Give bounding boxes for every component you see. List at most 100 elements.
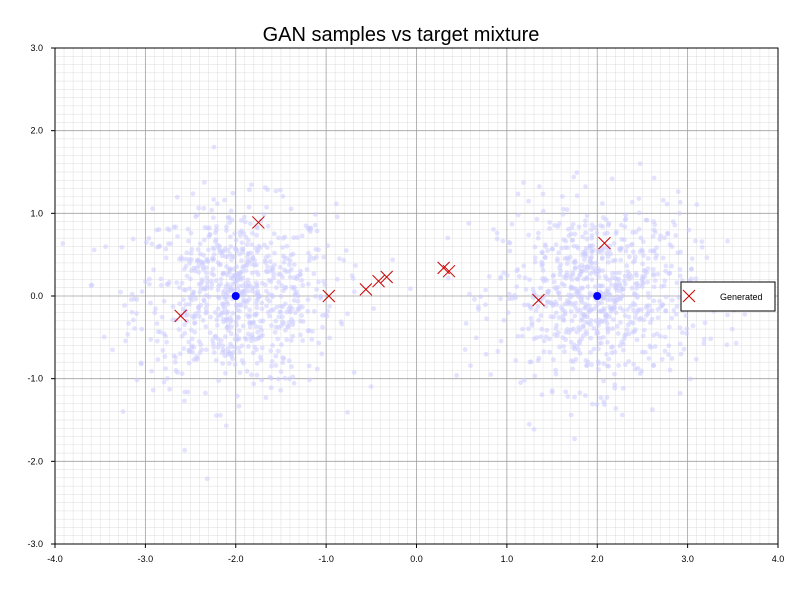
target-sample-point [604, 395, 610, 400]
target-sample-point [327, 303, 332, 309]
target-sample-point [220, 290, 226, 296]
target-sample-point [225, 301, 231, 307]
target-sample-point [540, 191, 546, 197]
target-sample-point [220, 361, 226, 366]
target-sample-point [264, 204, 269, 210]
target-sample-point [544, 327, 550, 333]
target-sample-point [621, 237, 627, 243]
target-sample-point [211, 197, 217, 202]
target-sample-point [259, 345, 265, 351]
target-sample-point [261, 212, 267, 217]
target-sample-point [506, 239, 512, 245]
target-sample-point [606, 220, 612, 226]
target-sample-point [291, 275, 297, 281]
target-sample-point [269, 323, 274, 328]
target-sample-point [201, 205, 207, 211]
target-sample-point [473, 335, 479, 341]
target-sample-point [228, 208, 234, 214]
chart-title: GAN samples vs target mixture [263, 24, 540, 46]
target-sample-point [227, 220, 232, 225]
target-sample-point [601, 378, 607, 384]
target-sample-point [472, 296, 477, 302]
target-sample-point [224, 272, 230, 278]
target-sample-point [631, 361, 637, 367]
target-sample-point [632, 254, 638, 260]
target-sample-point [275, 348, 281, 354]
target-sample-point [591, 346, 597, 352]
target-sample-point [266, 298, 272, 304]
target-sample-point [224, 227, 229, 233]
target-sample-point [562, 349, 567, 354]
target-sample-point [521, 263, 527, 269]
target-sample-point [638, 235, 644, 241]
target-sample-point [454, 372, 460, 378]
target-sample-point [645, 290, 651, 296]
target-sample-point [605, 290, 611, 296]
target-sample-point [541, 295, 546, 300]
target-sample-point [242, 335, 248, 341]
target-sample-point [701, 336, 707, 342]
target-sample-point [306, 327, 312, 333]
target-sample-point [181, 297, 186, 303]
target-sample-point [618, 257, 624, 263]
target-sample-point [278, 293, 284, 299]
target-sample-point [506, 291, 512, 297]
target-sample-point [609, 306, 615, 311]
target-sample-point [620, 341, 626, 347]
x-tick-label: 4.0 [772, 554, 785, 564]
target-sample-point [192, 320, 198, 326]
target-sample-point [623, 216, 629, 222]
target-sample-point [553, 367, 559, 373]
target-sample-point [163, 255, 169, 261]
target-sample-point [526, 198, 532, 204]
target-sample-point [518, 380, 524, 386]
target-sample-point [596, 247, 602, 253]
target-sample-point [633, 229, 639, 235]
target-sample-point [557, 272, 563, 278]
target-sample-point [276, 235, 281, 241]
target-sample-point [154, 321, 160, 327]
target-sample-point [120, 409, 126, 414]
target-sample-point [575, 276, 581, 282]
target-sample-point [243, 234, 249, 240]
target-sample-point [599, 255, 605, 261]
target-sample-point [286, 269, 292, 274]
target-sample-point [251, 381, 257, 387]
target-sample-point [544, 299, 550, 304]
target-sample-point [570, 221, 576, 227]
target-sample-point [187, 295, 193, 301]
target-sample-point [729, 326, 735, 332]
target-sample-point [646, 356, 652, 361]
target-sample-point [623, 212, 629, 218]
target-sample-point [307, 377, 312, 383]
target-sample-point [521, 180, 526, 186]
target-sample-point [276, 376, 281, 382]
target-sample-point [297, 272, 303, 278]
target-sample-point [605, 259, 611, 265]
target-sample-point [265, 223, 271, 229]
target-sample-point [205, 279, 210, 285]
target-sample-point [589, 227, 594, 232]
target-sample-point [553, 242, 559, 248]
target-sample-point [624, 327, 630, 333]
target-sample-point [256, 335, 262, 341]
target-sample-point [179, 280, 185, 286]
target-sample-point [536, 317, 542, 323]
target-sample-point [515, 191, 521, 197]
target-sample-point [514, 284, 520, 289]
target-sample-point [551, 357, 556, 363]
target-sample-point [535, 235, 541, 241]
target-sample-point [559, 305, 564, 310]
target-sample-point [687, 376, 693, 382]
target-sample-point [626, 314, 632, 320]
target-sample-point [238, 269, 244, 275]
target-sample-point [625, 322, 631, 328]
target-sample-point [283, 327, 288, 333]
target-sample-point [158, 329, 163, 335]
target-sample-point [193, 296, 199, 302]
target-sample-point [299, 313, 305, 318]
target-sample-point [555, 290, 561, 296]
target-sample-point [305, 281, 311, 287]
target-sample-point [249, 372, 254, 378]
target-sample-point [565, 226, 571, 232]
